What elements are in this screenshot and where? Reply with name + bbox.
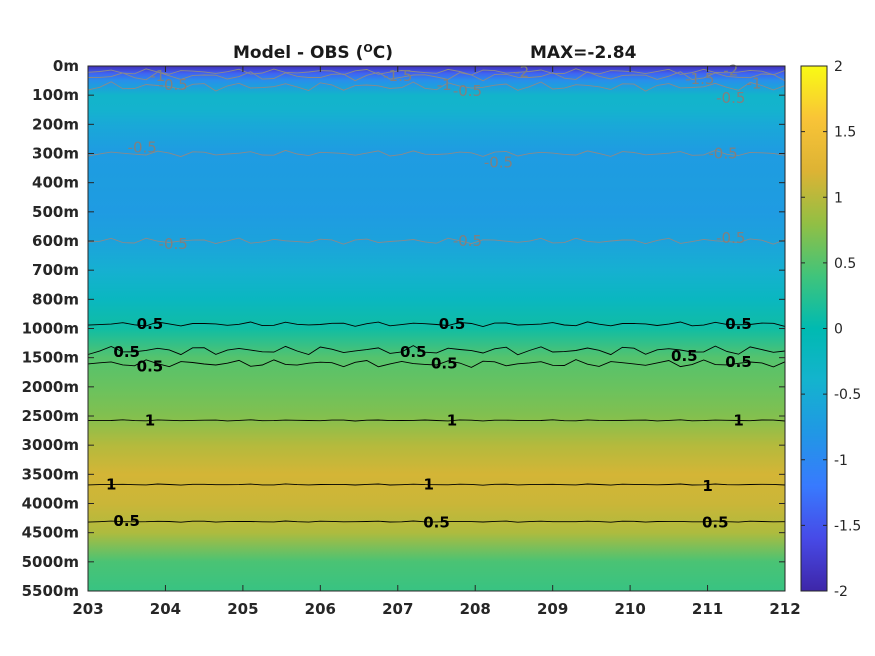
x-tick-label: 203 [72, 600, 103, 618]
y-tick-label: 5000m [22, 553, 79, 571]
y-tick-label: 200m [32, 115, 79, 133]
contour-label: 0.5 [439, 315, 466, 333]
contour-label: -0.5 [708, 145, 737, 163]
contour-label: 0.5 [423, 513, 450, 531]
x-tick-label: 211 [692, 600, 723, 618]
colorbar-tick-label: -1.5 [834, 518, 861, 534]
x-tick-label: 207 [382, 600, 413, 618]
contour-label: 1 [424, 476, 434, 494]
plot-area: 0.5 0.5 0.50.5 0.5 0.50.5 0.5 0.51 1 11 1 10.5 0.5 0… [87, 61, 786, 592]
title-degree-superscript: O [363, 42, 372, 55]
contour-line-black [87, 419, 786, 422]
colorbar-ticks: 2 1.5 1 0.5 0 -0.5 -1 -1.5 -2 [801, 59, 861, 600]
y-tick-label: 700m [32, 261, 79, 279]
contour-label: 0.5 [725, 353, 752, 371]
contour-label: -2 [723, 61, 738, 79]
colorbar-tick-label: 0 [834, 322, 843, 338]
x-tick-label: 208 [460, 600, 491, 618]
contour-line-gray [87, 149, 786, 158]
contour-line-gray [87, 81, 786, 92]
colorbar-tick-label: 1 [834, 190, 843, 206]
y-tick-label: 400m [32, 174, 79, 192]
x-tick-label: 210 [614, 600, 645, 618]
y-tick-label: 4000m [22, 495, 79, 513]
contour-label: 0.5 [113, 512, 140, 530]
contour-labels: 0.5 0.5 0.50.5 0.5 0.50.5 0.5 0.51 1 11 1 10.5 0.5 0… [106, 61, 761, 531]
x-tick-label: 209 [537, 600, 568, 618]
title-label: Model - OBS ( [233, 43, 363, 63]
y-tick-label: 3500m [22, 465, 79, 483]
contour-label: -1.5 [685, 70, 714, 88]
y-tick-label: 100m [32, 86, 79, 104]
y-tick-label: 2500m [22, 407, 79, 425]
contour-label: 0.5 [400, 343, 427, 361]
contour-label: 0.5 [113, 343, 140, 361]
y-tick-label: 3000m [22, 436, 79, 454]
y-tick-label: 600m [32, 232, 79, 250]
contour-line-black [87, 520, 786, 523]
contour-label: -0.5 [484, 153, 513, 171]
contour-line-gray [87, 68, 786, 76]
contour-line-black [87, 483, 786, 486]
contour-label: 1 [106, 476, 116, 494]
contour-label: -0.5 [716, 229, 745, 247]
max-label: MAX=-2.84 [530, 43, 637, 63]
colorbar-tick-label: 1.5 [834, 125, 856, 141]
contour-label: 1 [145, 411, 155, 429]
x-tick-label: 205 [227, 600, 258, 618]
contour-label: -0.5 [128, 139, 157, 157]
x-tick-label: 212 [769, 600, 800, 618]
contour-label: -0.5 [716, 89, 745, 107]
contour-label: -2 [514, 63, 529, 81]
colorbar-tick-label: -0.5 [834, 387, 861, 403]
contour-label: 0.5 [137, 357, 164, 375]
contour-label: 0.5 [725, 315, 752, 333]
contour-label: -1 [747, 75, 762, 93]
contour-label: -1 [437, 76, 452, 94]
y-tick-label: 1500m [22, 349, 79, 367]
y-tick-label: 2000m [22, 378, 79, 396]
contour-label: 1 [702, 477, 712, 495]
contour-label: -0.5 [159, 235, 188, 253]
contour-line-black [87, 321, 786, 327]
contour-label: 0.5 [702, 513, 729, 531]
colorbar-tick-label: -1 [834, 453, 848, 469]
y-axis: 0m 100m 200m 300m 400m 500m 600m 700m 800m 1000m 1… [22, 57, 785, 600]
contour-label: 0.5 [431, 355, 458, 373]
contour-lines-black [87, 321, 786, 523]
title-main: Model - OBS (OC) [233, 42, 393, 63]
y-tick-label: 0m [53, 57, 79, 75]
contour-line-black [87, 345, 786, 356]
contour-label: -0.5 [453, 232, 482, 250]
y-tick-label: 300m [32, 145, 79, 163]
contour-line-black [87, 359, 786, 368]
y-tick-label: 800m [32, 290, 79, 308]
colorbar-tick-label: -2 [834, 584, 848, 600]
y-tick-label: 500m [32, 203, 79, 221]
chart-title: Model - OBS (OC) MAX=-2.84 [233, 42, 637, 63]
colorbar: 2 1.5 1 0.5 0 -0.5 -1 -1.5 -2 [800, 59, 861, 600]
contour-label: 1 [447, 411, 457, 429]
y-tick-label: 4500m [22, 524, 79, 542]
x-tick-label: 206 [305, 600, 336, 618]
colorbar-tick-label: 0.5 [834, 256, 856, 272]
contour-label: 0.5 [671, 347, 698, 365]
title-unit: C) [373, 43, 393, 63]
contour-line-gray [87, 71, 786, 82]
x-tick-label: 204 [150, 600, 181, 618]
contour-label: -1 [150, 67, 165, 85]
heatmap-field [88, 66, 785, 591]
contour-label: 1 [733, 411, 743, 429]
contour-lines-gray [87, 68, 786, 245]
contour-label: -0.5 [159, 76, 188, 94]
y-tick-label: 5500m [22, 582, 79, 600]
colorbar-tick-label: 2 [834, 59, 843, 75]
x-axis: 203 204 205 206 207 208 209 210 211 212 [72, 66, 801, 618]
contour-line-gray [87, 237, 786, 245]
contour-label: -1.5 [383, 67, 412, 85]
contour-label: -0.5 [453, 82, 482, 100]
contour-label: 0.5 [137, 315, 164, 333]
y-tick-label: 1000m [22, 320, 79, 338]
